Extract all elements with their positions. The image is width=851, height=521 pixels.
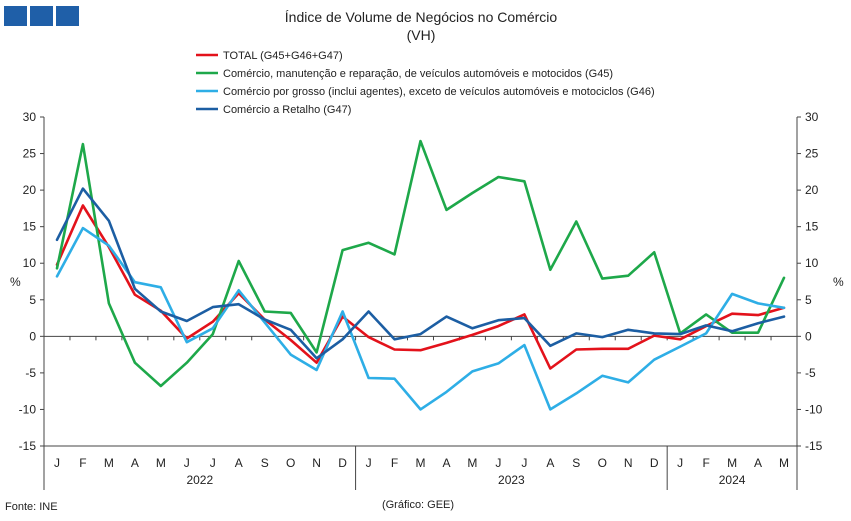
y-tick-label-right: 10 (805, 256, 819, 270)
y-tick-label-left: -10 (19, 402, 37, 416)
month-label: A (442, 456, 450, 470)
month-label: N (312, 456, 321, 470)
logo-square (30, 6, 53, 26)
month-label: J (495, 456, 501, 470)
month-label: M (467, 456, 477, 470)
month-label: S (261, 456, 269, 470)
y-tick-label-right: 25 (805, 147, 819, 161)
y-tick-label-left: 25 (23, 147, 37, 161)
y-tick-label-right: 0 (805, 329, 812, 343)
year-label: 2024 (719, 473, 746, 487)
y-tick-label-right: 15 (805, 220, 819, 234)
month-label: F (79, 456, 86, 470)
month-label: N (624, 456, 633, 470)
y-tick-label-left: 20 (23, 183, 37, 197)
source-note: Fonte: INE (5, 501, 58, 513)
logo-square (56, 6, 79, 26)
y-tick-label-left: 0 (29, 329, 36, 343)
series-line-1 (55, 204, 786, 370)
month-label: J (677, 456, 683, 470)
month-label: D (338, 456, 347, 470)
legend-label-2: Comércio, manutenção e reparação, de veí… (223, 68, 613, 80)
y-axis-label-left: % (10, 275, 21, 289)
year-label: 2023 (498, 473, 525, 487)
y-tick-label-left: -15 (19, 439, 37, 453)
y-tick-label-right: 5 (805, 293, 812, 307)
month-label: M (416, 456, 426, 470)
month-label: M (779, 456, 789, 470)
month-label: D (650, 456, 659, 470)
month-label: A (131, 456, 139, 470)
credit-note: (Gráfico: GEE) (382, 499, 454, 511)
month-label: J (210, 456, 216, 470)
y-tick-label-right: 20 (805, 183, 819, 197)
month-label: F (391, 456, 398, 470)
month-label: O (598, 456, 607, 470)
series-line-3 (55, 226, 786, 411)
month-label: F (702, 456, 709, 470)
axes: -15 -15 -10 -10 -5 -5 0 0 5 5 10 10 15 15 20 20 25 25 30 30… (19, 110, 823, 490)
y-tick-label-right: -10 (805, 402, 823, 416)
chart-title: Índice de Volume de Negócios no Comércio (285, 9, 558, 25)
month-label: J (54, 456, 60, 470)
logo (4, 6, 79, 26)
month-label: M (156, 456, 166, 470)
month-label: M (727, 456, 737, 470)
month-label: J (184, 456, 190, 470)
y-tick-label-left: 30 (23, 110, 37, 124)
month-label: A (546, 456, 554, 470)
month-label: A (754, 456, 762, 470)
legend-label-4: Comércio a Retalho (G47) (223, 104, 351, 116)
legend-label-1: TOTAL (G45+G46+G47) (223, 50, 343, 62)
month-label: J (521, 456, 527, 470)
month-label: J (366, 456, 372, 470)
y-tick-label-right: -5 (805, 366, 816, 380)
month-label: M (104, 456, 114, 470)
month-label: S (572, 456, 580, 470)
month-label: O (286, 456, 295, 470)
y-axis-label-right: % (833, 275, 844, 289)
y-tick-label-right: 30 (805, 110, 819, 124)
year-label: 2022 (186, 473, 213, 487)
y-tick-label-left: 10 (23, 256, 37, 270)
series-line-2 (55, 139, 786, 388)
month-label: A (235, 456, 243, 470)
y-tick-label-left: 15 (23, 220, 37, 234)
chart-subtitle: (VH) (407, 27, 436, 43)
y-tick-label-right: -15 (805, 439, 823, 453)
series-line-4 (55, 187, 786, 360)
series-group (55, 139, 786, 411)
logo-square (4, 6, 27, 26)
y-tick-label-left: -5 (25, 366, 36, 380)
legend: TOTAL (G45+G46+G47) Comércio, manutenção … (196, 50, 655, 116)
y-tick-label-left: 5 (29, 293, 36, 307)
legend-label-3: Comércio por grosso (inclui agentes), ex… (223, 86, 655, 98)
